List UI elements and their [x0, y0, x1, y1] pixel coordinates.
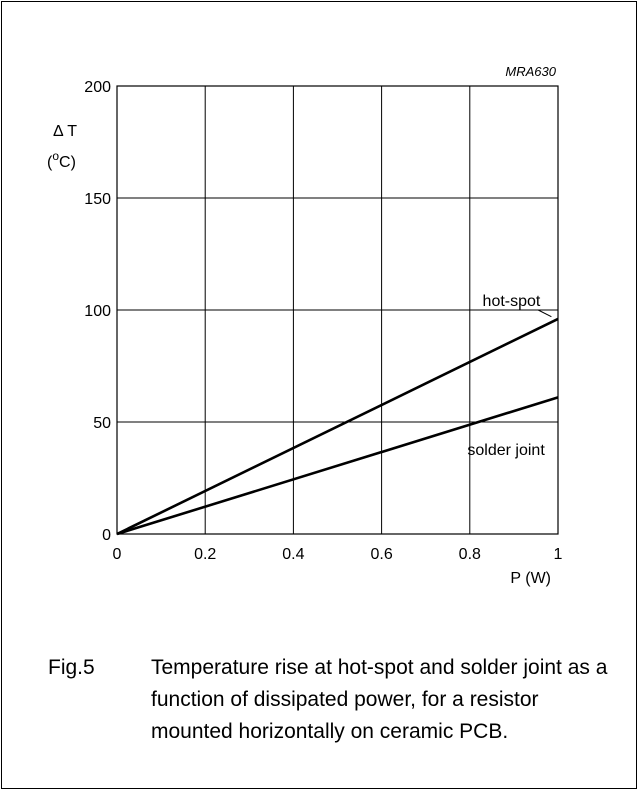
series-label-solder-joint: solder joint — [467, 442, 545, 459]
x-tick-labels: 0 0.2 0.4 0.6 0.8 1 — [113, 546, 563, 563]
series-label-leader — [537, 309, 552, 318]
series-labels: hot-spot solder joint — [467, 293, 552, 459]
x-tick-label: 0 — [113, 546, 122, 563]
figure-code-label: MRA630 — [505, 64, 556, 79]
y-tick-label: 200 — [84, 79, 111, 96]
y-axis-label-unit: (oC) — [47, 149, 76, 171]
x-tick-label: 0.8 — [459, 546, 481, 563]
line-chart: 0 0.2 0.4 0.6 0.8 1 0 50 100 150 200 hot-spot sold… — [47, 64, 563, 587]
x-axis-label: P (W) — [510, 570, 551, 587]
y-tick-label: 100 — [84, 303, 111, 320]
y-tick-label: 0 — [102, 527, 111, 544]
y-axis-label-unit-sup: o — [52, 149, 59, 163]
series-label-hot-spot: hot-spot — [483, 293, 541, 310]
plot-area-border — [116, 85, 559, 535]
chart-series — [116, 317, 559, 536]
caption-figure-number: Fig.5 — [48, 656, 95, 679]
x-tick-label: 0.6 — [370, 546, 392, 563]
y-tick-labels: 0 50 100 150 200 — [84, 79, 111, 544]
caption-text: Temperature rise at hot-spot and solder … — [151, 656, 608, 743]
y-tick-label: 50 — [93, 415, 111, 432]
x-tick-label: 1 — [554, 546, 563, 563]
y-axis-label-symbol: Δ T — [53, 123, 77, 140]
x-tick-label: 0.4 — [282, 546, 304, 563]
series-line — [116, 317, 559, 536]
y-tick-label: 150 — [84, 191, 111, 208]
series-line — [116, 396, 559, 536]
x-tick-label: 0.2 — [194, 546, 216, 563]
